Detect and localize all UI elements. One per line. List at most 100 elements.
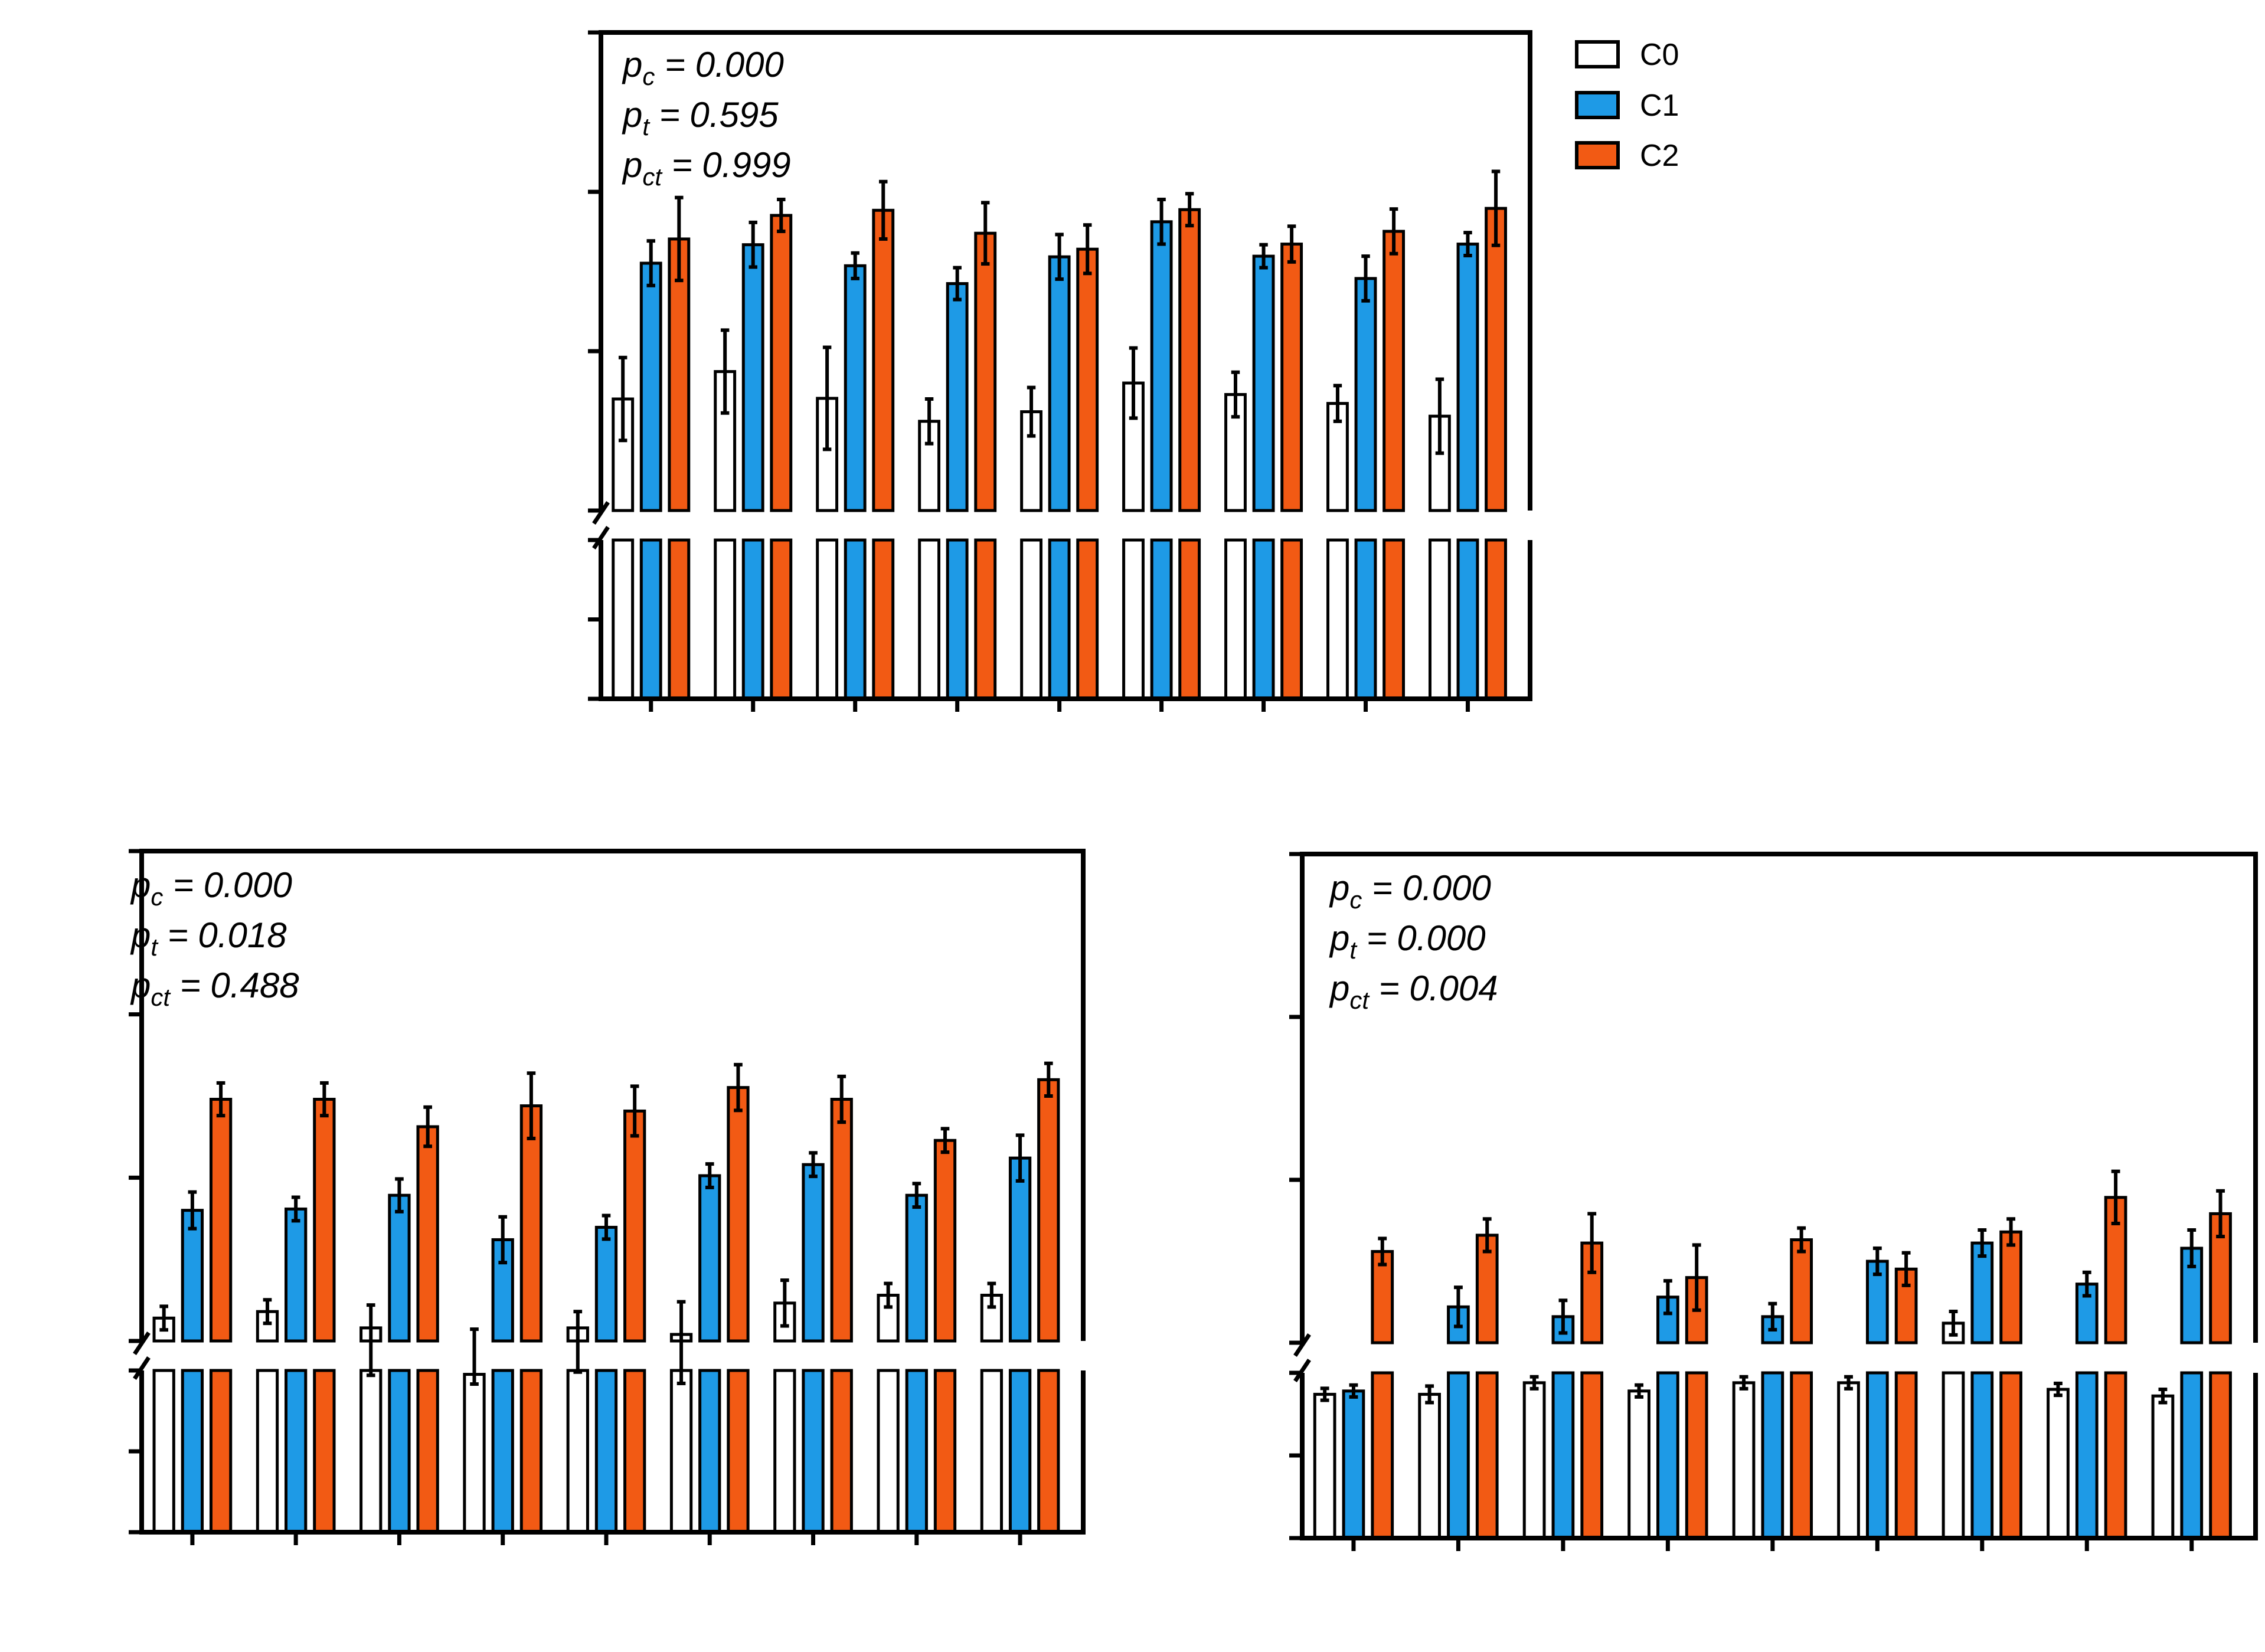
error-bar-c0-t2 bbox=[822, 345, 832, 452]
error-bar-c2-t0 bbox=[675, 195, 684, 283]
bar-c1-t7 bbox=[905, 1369, 928, 1534]
error-bar-c0-t2 bbox=[1529, 1375, 1539, 1391]
bar-c2-t8 bbox=[2209, 1371, 2232, 1540]
error-bar-c1-t2 bbox=[1558, 1298, 1568, 1335]
bar-upper-c2-t5 bbox=[1178, 208, 1201, 512]
error-bar-c2-t6 bbox=[2006, 1217, 2016, 1247]
bar-upper-c1-t6 bbox=[1252, 254, 1275, 512]
error-bar-c2-t0 bbox=[216, 1081, 225, 1118]
bar-upper-c2-t1 bbox=[313, 1098, 336, 1343]
bar-upper-c1-t1 bbox=[285, 1207, 308, 1343]
error-bar-c1-t1 bbox=[1454, 1285, 1463, 1329]
error-bar-c0-t6 bbox=[1949, 1310, 1958, 1337]
bar-c0-t0 bbox=[612, 538, 635, 701]
stat-line-1: pc = 0.000 bbox=[1329, 868, 1491, 914]
stat-value: = 0.000 bbox=[1362, 868, 1491, 908]
error-bar-c0-t1 bbox=[1425, 1384, 1434, 1405]
error-bar-c2-t6 bbox=[1287, 224, 1296, 264]
bar-c1-t3 bbox=[946, 538, 969, 701]
bar-c1-t1 bbox=[741, 538, 764, 701]
error-bar-c1-t4 bbox=[1768, 1301, 1777, 1332]
bar-upper-c1-t6 bbox=[802, 1163, 825, 1343]
bar-upper-c1-t8 bbox=[1456, 243, 1479, 512]
stat-line-2: pt = 0.018 bbox=[130, 915, 287, 961]
legend-label-c2: C2 bbox=[1640, 139, 1679, 173]
stat-line-2: pt = 0.595 bbox=[622, 95, 779, 140]
bar-c2-t8 bbox=[1485, 538, 1507, 701]
error-bar-c0-t1 bbox=[720, 328, 730, 415]
error-bar-c2-t1 bbox=[777, 197, 786, 233]
stat-symbol: p bbox=[1329, 918, 1349, 958]
bar-c2-t0 bbox=[1371, 1371, 1394, 1540]
stat-symbol: p bbox=[130, 915, 151, 955]
stat-value: = 0.000 bbox=[163, 865, 292, 905]
bar-c2-t0 bbox=[668, 538, 691, 701]
bar-c0-t7 bbox=[1326, 538, 1349, 701]
error-bar-c2-t7 bbox=[1389, 207, 1398, 256]
bar-upper-c1-t4 bbox=[594, 1225, 618, 1343]
error-bar-c0-t5 bbox=[676, 1300, 686, 1385]
bar-c0-t3 bbox=[1627, 1389, 1650, 1540]
bar-upper-c2-t1 bbox=[770, 214, 793, 512]
error-bar-c1-t0 bbox=[188, 1190, 197, 1231]
error-bar-c1-t8 bbox=[2187, 1228, 2197, 1268]
stat-subscript: ct bbox=[151, 983, 171, 1011]
bar-c2-t6 bbox=[1280, 538, 1303, 701]
error-bar-c1-t1 bbox=[749, 220, 757, 269]
bar-c1-t5 bbox=[1150, 538, 1173, 701]
stat-line-3: pct = 0.004 bbox=[1329, 969, 1498, 1014]
error-bar-c1-t8 bbox=[1015, 1133, 1025, 1183]
bar-c2-t7 bbox=[2104, 1371, 2127, 1540]
stat-value: = 0.000 bbox=[655, 45, 784, 84]
axis-break-mark-bottom bbox=[1293, 1359, 1311, 1382]
bar-c1-t4 bbox=[594, 1369, 618, 1534]
error-bar-c2-t5 bbox=[734, 1062, 743, 1113]
error-bar-c1-t6 bbox=[1978, 1228, 1987, 1258]
bar-upper-c2-t8 bbox=[1037, 1078, 1060, 1343]
bar-c1-t7 bbox=[2075, 1371, 2099, 1540]
bar-c1-t0 bbox=[1342, 1389, 1365, 1540]
bar-c1-t0 bbox=[639, 538, 662, 701]
error-bar-c0-t0 bbox=[159, 1304, 169, 1332]
stat-subscript: t bbox=[642, 113, 651, 140]
bar-c1-t6 bbox=[802, 1369, 825, 1534]
bar-upper-c2-t4 bbox=[1076, 247, 1099, 512]
bar-upper-c2-t4 bbox=[1790, 1238, 1813, 1345]
error-bar-c2-t3 bbox=[980, 201, 990, 266]
error-bar-c0-t3 bbox=[924, 397, 934, 446]
bar-c2-t6 bbox=[1999, 1371, 2022, 1540]
bar-c2-t0 bbox=[209, 1369, 233, 1534]
bar-c0-t5 bbox=[1837, 1381, 1860, 1540]
stat-line-2: pt = 0.000 bbox=[1329, 918, 1486, 964]
error-bar-c0-t5 bbox=[1844, 1375, 1853, 1391]
bar-upper-c2-t6 bbox=[1999, 1230, 2022, 1345]
error-bar-c0-t1 bbox=[263, 1298, 272, 1326]
bar-upper-c1-t0 bbox=[181, 1209, 204, 1343]
bar-c1-t8 bbox=[1008, 1369, 1032, 1534]
error-bar-c0-t3 bbox=[1635, 1383, 1643, 1399]
stat-subscript: ct bbox=[1349, 986, 1370, 1014]
error-bar-c0-t4 bbox=[1027, 385, 1036, 438]
legend-label-c1: C1 bbox=[1640, 89, 1679, 123]
bar-upper-c2-t2 bbox=[416, 1125, 439, 1343]
bar-c2-t5 bbox=[727, 1369, 750, 1534]
bar-c1-t7 bbox=[1354, 538, 1377, 701]
error-bar-c1-t2 bbox=[395, 1177, 404, 1213]
bar-c0-t7 bbox=[2047, 1388, 2070, 1540]
error-bar-c1-t3 bbox=[1663, 1279, 1672, 1316]
bar-c2-t5 bbox=[1894, 1371, 1918, 1540]
bar-upper-c1-t1 bbox=[741, 243, 764, 512]
legend-label-c0: C0 bbox=[1640, 38, 1679, 72]
bar-c0-t3 bbox=[918, 538, 941, 701]
bar-upper-c1-t2 bbox=[844, 264, 867, 512]
bar-c2-t7 bbox=[1382, 538, 1406, 701]
bar-c1-t3 bbox=[1656, 1371, 1679, 1540]
bar-upper-c1-t8 bbox=[1008, 1156, 1032, 1343]
stat-value: = 0.018 bbox=[158, 915, 287, 955]
bar-c0-t1 bbox=[1418, 1392, 1441, 1540]
bar-upper-c2-t4 bbox=[623, 1109, 646, 1343]
error-bar-c1-t3 bbox=[953, 266, 962, 302]
error-bar-c2-t3 bbox=[527, 1071, 536, 1140]
bar-c0-t6 bbox=[1942, 1371, 1965, 1540]
